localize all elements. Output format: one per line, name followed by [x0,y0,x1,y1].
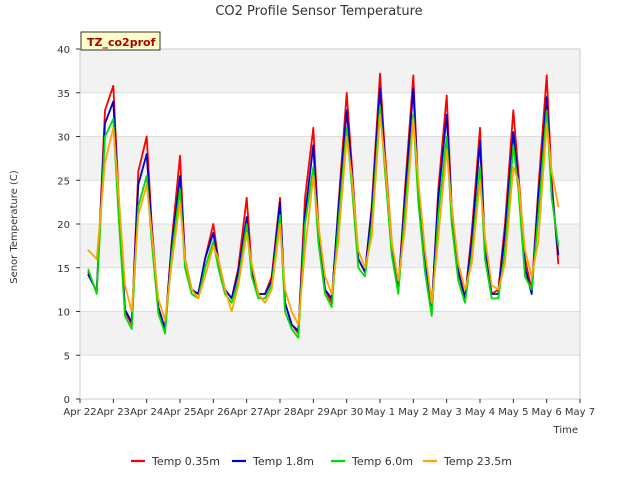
x-axis-label: Time [553,425,578,436]
y-tick-label: 20 [57,220,70,231]
annotation-box: TZ_co2prof [80,31,161,51]
x-tick-label: Apr 30 [330,407,363,418]
x-tick-label: May 5 [498,407,528,418]
series-lines [87,72,560,339]
x-tick-label: May 3 [432,407,462,418]
plot-band [80,180,580,224]
legend: Temp 0.35m Temp 1.8m Temp 6.0m Temp 23.5m [131,455,512,468]
legend-label-0: Temp 0.35m [151,455,220,468]
x-tick-label: Apr 25 [163,407,196,418]
series-line-3 [87,113,560,326]
y-tick-label: 10 [57,308,70,319]
plot-band [80,92,580,137]
legend-label-3: Temp 23.5m [443,455,512,468]
x-tick-label: Apr 26 [197,407,230,418]
legend-label-2: Temp 6.0m [351,455,413,468]
plot-band [80,136,580,181]
y-ticks: 0 5 10 15 20 25 30 35 40 [57,45,80,406]
plot-band [80,49,580,93]
y-tick-label: 5 [64,351,70,362]
plot-bands [80,49,580,399]
plot-band [80,224,580,268]
y-axis-label: Senor Temperature (C) [9,170,20,284]
x-tick-label: Apr 27 [230,407,263,418]
y-tick-label: 35 [57,89,70,100]
x-tick-label: May 2 [398,407,428,418]
y-tick-label: 40 [57,45,70,56]
y-tick-label: 25 [57,176,70,187]
x-tick-label: May 7 [565,407,595,418]
x-tick-label: Apr 28 [263,407,296,418]
x-tick-label: Apr 29 [297,407,330,418]
chart-title: CO2 Profile Sensor Temperature [215,4,422,19]
x-tick-label: May 1 [365,407,395,418]
plot-band [80,355,580,399]
y-tick-label: 15 [57,264,70,275]
y-tick-label: 30 [57,133,70,144]
legend-label-1: Temp 1.8m [252,455,314,468]
x-tick-label: Apr 23 [97,407,130,418]
plot-band [80,311,580,356]
x-tick-label: May 6 [532,407,562,418]
x-tick-label: Apr 22 [63,407,96,418]
y-tick-label: 0 [64,395,70,406]
x-tick-label: Apr 24 [130,407,163,418]
x-ticks: Apr 22 Apr 23 Apr 24 Apr 25 Apr 26 Apr 27 Apr … [63,399,595,418]
annotation-label: TZ_co2prof [87,36,156,49]
x-tick-label: May 4 [465,407,495,418]
